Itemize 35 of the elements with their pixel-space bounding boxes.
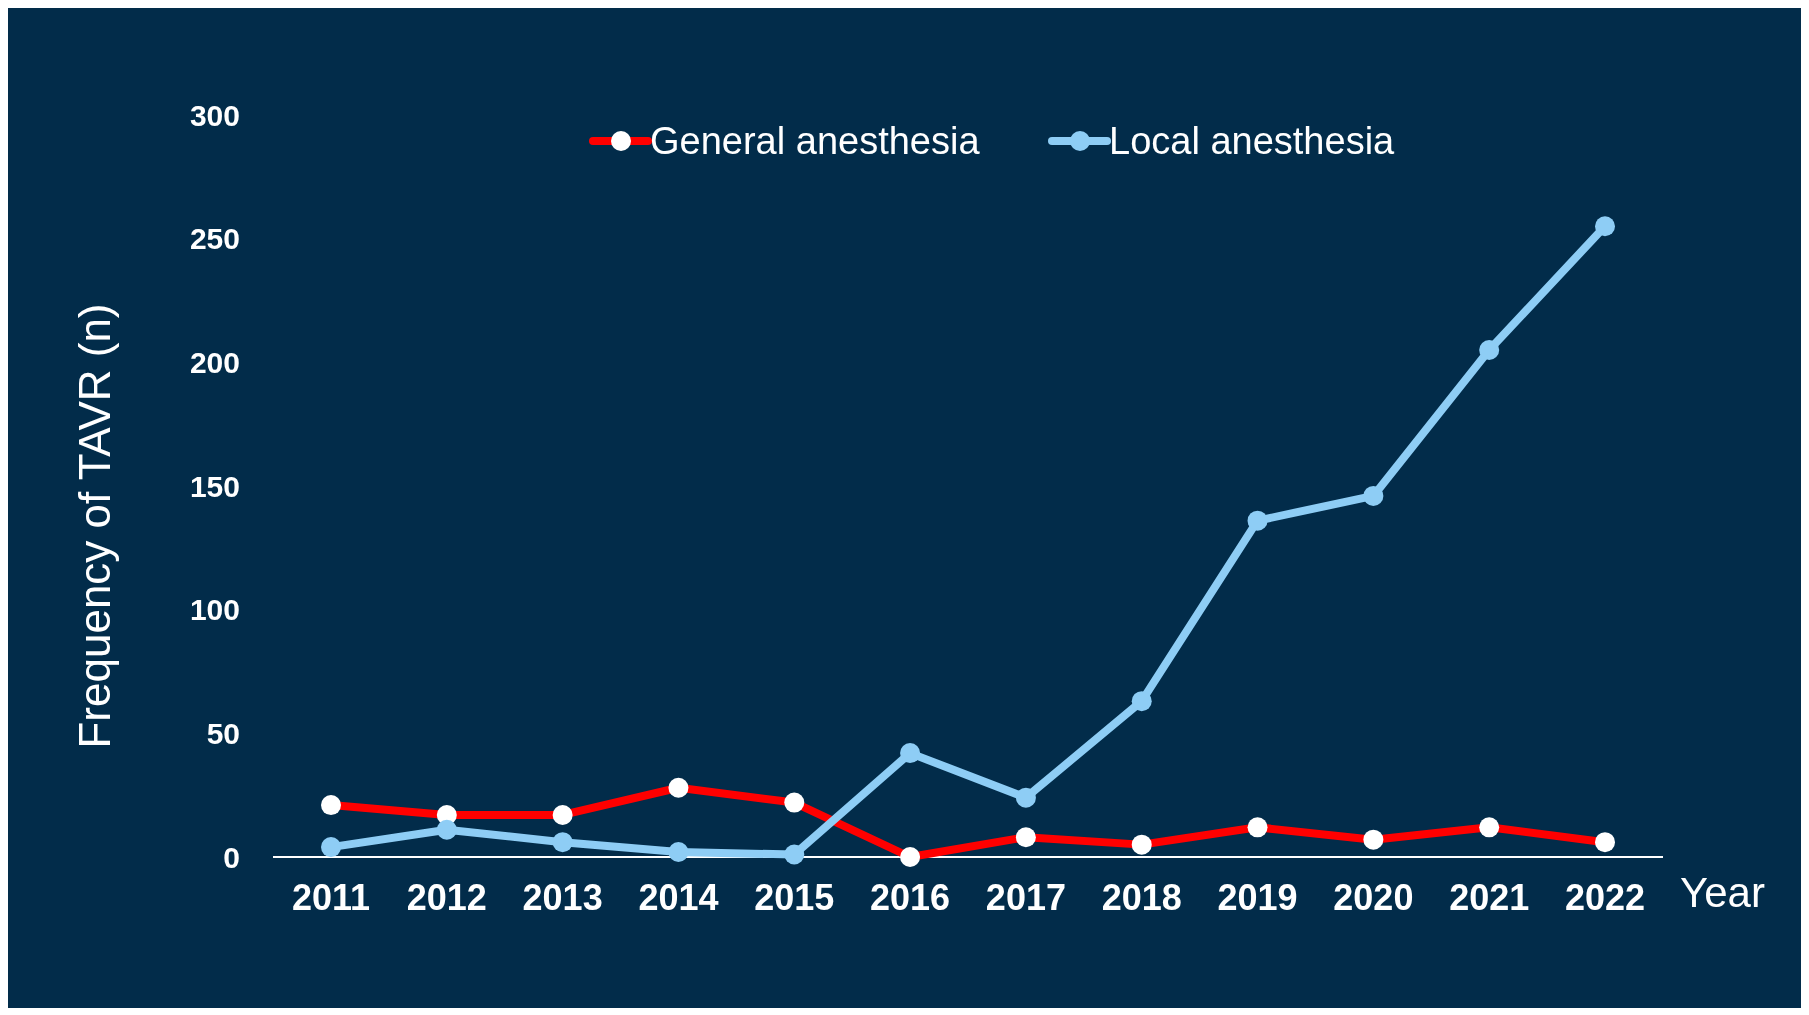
point (1363, 485, 1384, 506)
point (321, 837, 341, 858)
point (552, 832, 573, 853)
point (436, 819, 457, 840)
point (1131, 691, 1152, 712)
y-tick-label: 250 (189, 222, 240, 256)
point (668, 842, 689, 863)
point (900, 743, 921, 764)
x-axis-title: Year (1680, 869, 1765, 916)
x-tick-label: 2013 (522, 877, 603, 918)
x-tick-label: 2018 (1101, 877, 1182, 918)
y-tick-label: 50 (206, 716, 240, 750)
x-tick-label: 2012 (406, 877, 487, 918)
x-tick-label: 2019 (1217, 877, 1298, 918)
x-tick-label: 2015 (754, 877, 835, 918)
x-tick-label: 2016 (870, 877, 951, 918)
legend-label: Local anesthesia (1109, 120, 1396, 163)
y-tick-label: 100 (189, 593, 240, 627)
y-tick-label: 0 (223, 840, 240, 874)
x-tick-label: 2014 (638, 877, 719, 918)
y-tick-label: 150 (189, 469, 240, 503)
y-tick-label: 200 (189, 345, 240, 379)
point (1479, 339, 1500, 360)
x-tick-label: 2022 (1564, 877, 1646, 918)
x-tick-label: 2020 (1333, 877, 1414, 918)
x-tick-label: 2017 (985, 877, 1066, 918)
point (784, 844, 805, 865)
x-tick-label: 2011 (291, 877, 371, 918)
point (1015, 787, 1036, 808)
y-tick-label: 300 (189, 98, 240, 132)
x-tick-label: 2021 (1449, 877, 1530, 918)
point (1595, 216, 1615, 237)
y-axis-title: Frequency of TAVR (n) (70, 303, 119, 749)
legend-label: General anesthesia (650, 120, 981, 163)
point (1247, 510, 1268, 531)
